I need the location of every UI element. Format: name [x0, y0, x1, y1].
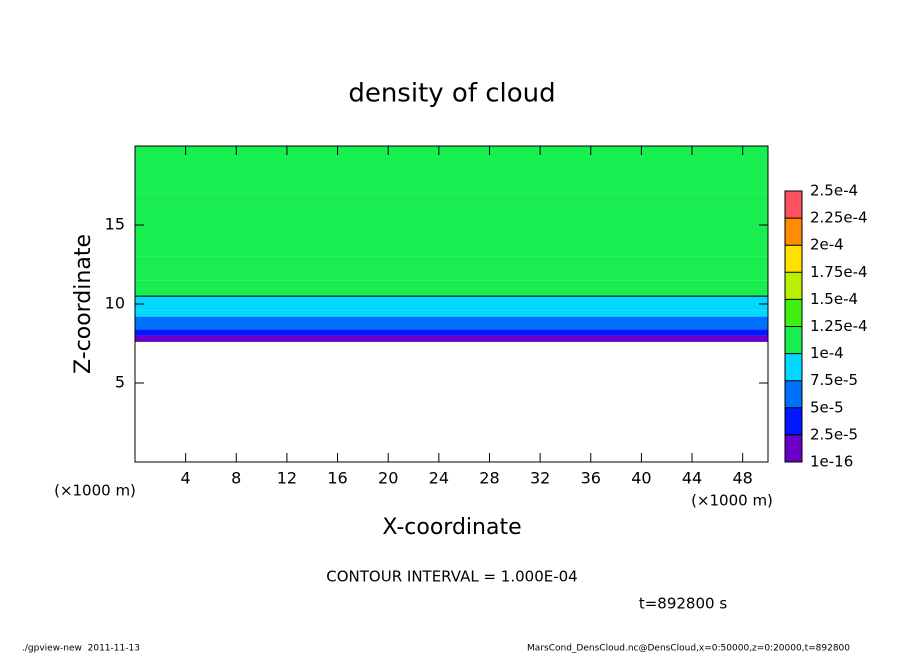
density-layer: [135, 225, 768, 257]
chart-title: density of cloud: [348, 79, 555, 109]
colorbar-swatch: [785, 326, 802, 354]
x-tick-label: 40: [631, 469, 651, 488]
colorbar-label: 1e-4: [810, 344, 844, 362]
colorbar-swatch: [785, 218, 802, 246]
colorbar-label: 2.5e-5: [810, 425, 858, 443]
x-tick-label: 48: [733, 469, 753, 488]
contour-note: CONTOUR INTERVAL = 1.000E-04: [326, 568, 577, 586]
x-tick-label: 4: [181, 469, 191, 488]
colorbar-label: 5e-5: [810, 398, 844, 416]
footer-left: ./gpview-new 2011-11-13: [22, 644, 140, 654]
density-layer: [135, 146, 768, 194]
y-tick-label: 5: [115, 373, 125, 392]
density-layer: [135, 296, 768, 304]
x-unit: (×1000 m): [691, 492, 773, 510]
x-tick-label: 32: [530, 469, 550, 488]
colorbar-swatch: [785, 434, 802, 462]
colorbar-label: 2.25e-4: [810, 209, 868, 227]
x-tick-label: 24: [429, 469, 449, 488]
colorbar-swatch: [785, 353, 802, 381]
density-layer: [135, 256, 768, 281]
x-tick-label: 16: [327, 469, 347, 488]
x-tick-label: 36: [581, 469, 601, 488]
x-tick-label: 44: [682, 469, 702, 488]
y-tick-label: 10: [105, 294, 125, 313]
x-tick-label: 8: [231, 469, 241, 488]
colorbar-label: 1.75e-4: [810, 263, 868, 281]
colorbar-swatch: [785, 191, 802, 219]
colorbar-label: 7.5e-5: [810, 371, 858, 389]
colorbar-swatch: [785, 407, 802, 435]
density-layer: [135, 304, 768, 311]
density-layer: [135, 310, 768, 317]
y-axis-label: Z-coordinate: [71, 234, 96, 374]
colorbar-swatch: [785, 380, 802, 408]
colorbar-label: 2.5e-4: [810, 182, 858, 200]
density-layer: [135, 316, 768, 323]
density-layer: [135, 322, 768, 330]
colorbar-swatch: [785, 245, 802, 273]
density-layer: [135, 193, 768, 225]
colorbar-label: 1.25e-4: [810, 317, 868, 335]
colorbar-swatch: [785, 299, 802, 327]
x-tick-label: 20: [378, 469, 398, 488]
density-layer: [135, 329, 768, 336]
colorbar-label: 2e-4: [810, 236, 844, 254]
colorbar-label: 1e-16: [810, 453, 853, 471]
x-tick-label: 12: [277, 469, 297, 488]
colorbar-label: 1.5e-4: [810, 290, 858, 308]
y-unit: (×1000 m): [54, 482, 136, 500]
density-layer: [135, 280, 768, 297]
colorbar-swatch: [785, 272, 802, 300]
x-axis-label: X-coordinate: [382, 515, 521, 540]
y-tick-label: 15: [105, 215, 125, 234]
x-tick-label: 28: [479, 469, 499, 488]
footer-right: MarsCond_DensCloud.nc@DensCloud,x=0:5000…: [527, 644, 850, 654]
time-note: t=892800 s: [639, 595, 727, 613]
density-layer: [135, 335, 768, 342]
